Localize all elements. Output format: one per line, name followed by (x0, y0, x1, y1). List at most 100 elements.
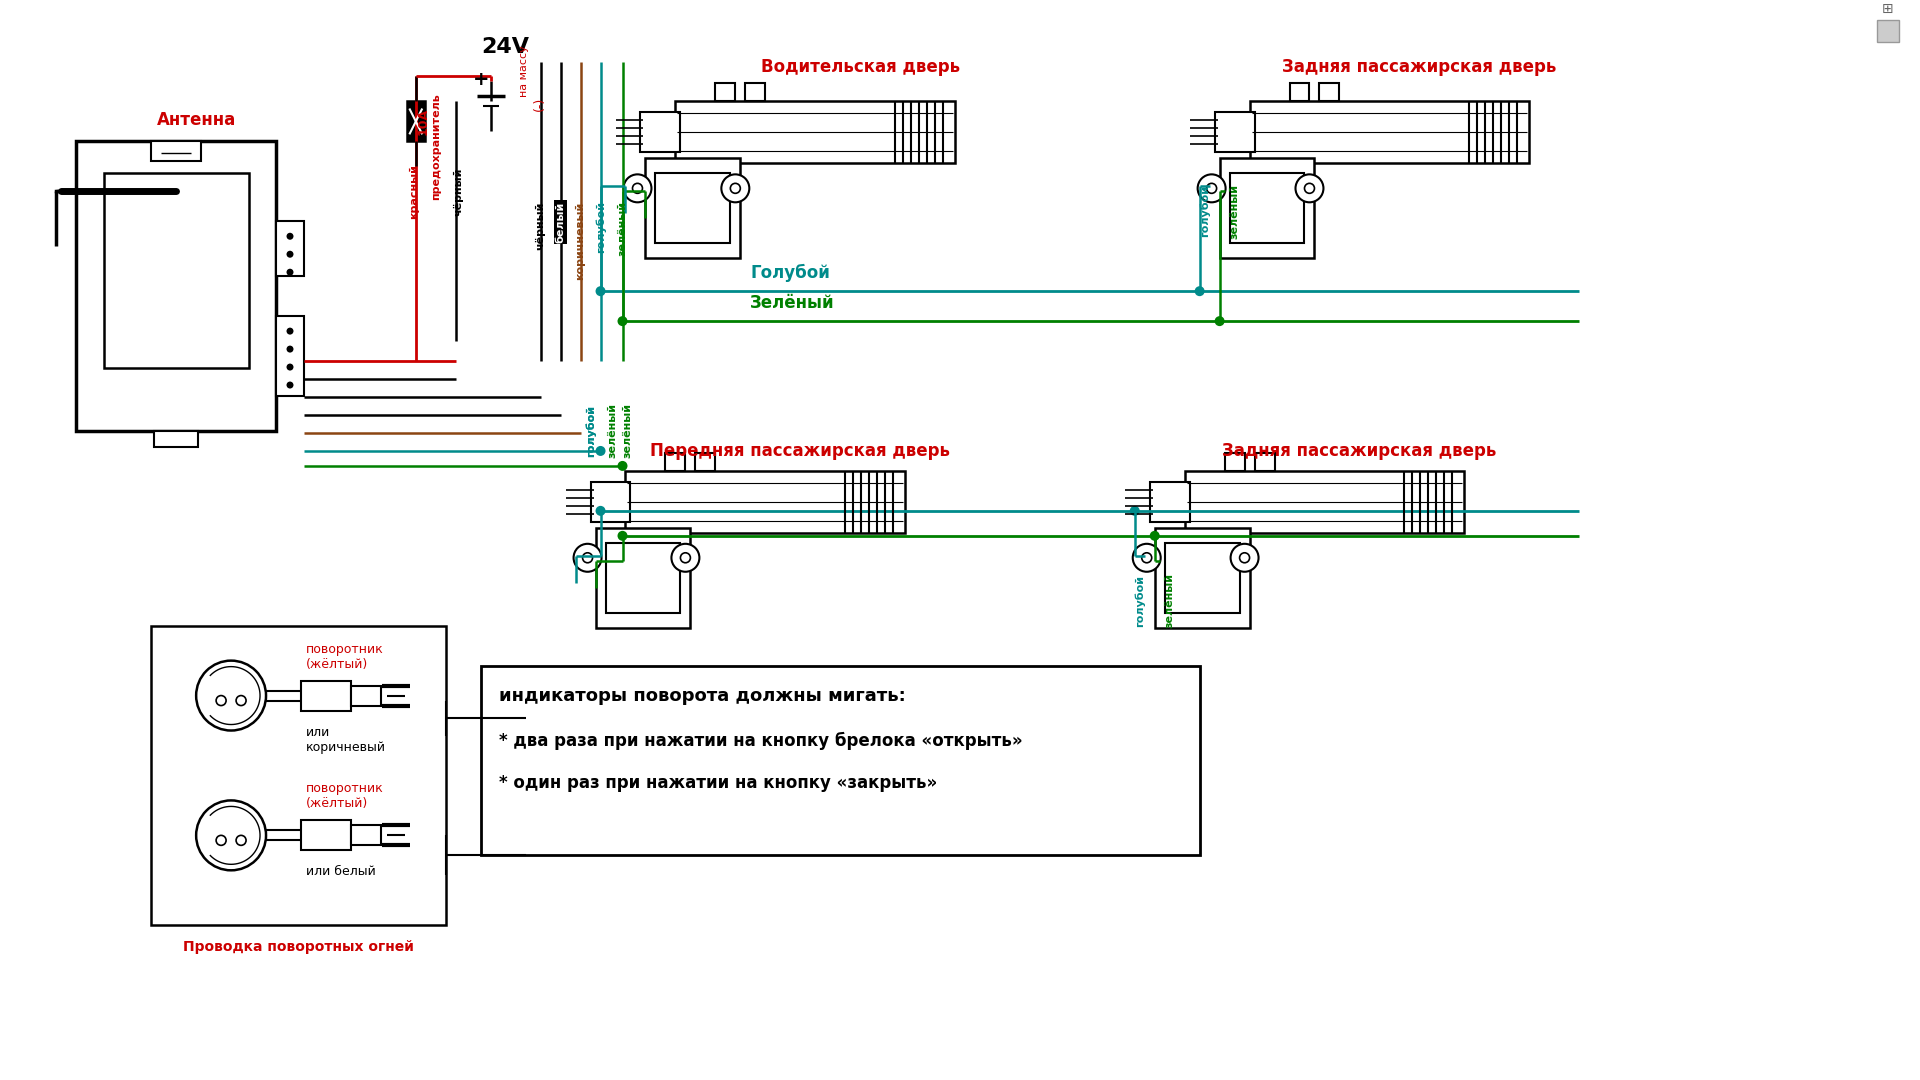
Bar (1150, 482, 1190, 522)
Circle shape (286, 364, 294, 370)
Circle shape (595, 286, 605, 296)
Circle shape (286, 269, 294, 275)
Circle shape (1133, 544, 1162, 571)
Circle shape (286, 346, 294, 352)
Text: Голубой: Голубой (751, 265, 829, 282)
Circle shape (1198, 174, 1225, 202)
Bar (77, 141, 276, 431)
Text: или белый: или белый (305, 865, 376, 878)
Text: поворотник
(жёлтый): поворотник (жёлтый) (305, 782, 384, 810)
Bar (1319, 83, 1340, 102)
Circle shape (286, 251, 294, 258)
Bar (407, 102, 424, 141)
Circle shape (1231, 544, 1258, 571)
Circle shape (618, 530, 628, 541)
Text: голубой: голубой (1135, 575, 1144, 626)
Circle shape (574, 544, 601, 571)
Circle shape (632, 184, 643, 193)
Bar (1154, 528, 1250, 627)
Text: зелёный: зелёный (1229, 184, 1240, 239)
Bar (480, 665, 1200, 855)
Text: поворотник
(жёлтый): поворотник (жёлтый) (305, 643, 384, 671)
Text: 24V: 24V (482, 37, 530, 56)
Bar (152, 141, 202, 161)
Bar (645, 159, 741, 258)
Bar (676, 102, 954, 163)
Bar (745, 83, 766, 102)
Text: коричневый: коричневый (576, 201, 586, 280)
Circle shape (672, 544, 699, 571)
Text: или
коричневый: или коричневый (305, 726, 386, 754)
Bar (641, 112, 680, 152)
Circle shape (1129, 505, 1140, 516)
Circle shape (196, 661, 267, 730)
Bar (154, 431, 198, 447)
Text: индикаторы поворота должны мигать:: индикаторы поворота должны мигать: (499, 687, 906, 704)
Circle shape (1150, 530, 1160, 541)
Text: зелёный: зелёный (607, 404, 618, 459)
Text: зелёный: зелёный (1165, 573, 1175, 629)
Bar (655, 174, 730, 243)
Text: Проводка поворотных огней: Проводка поворотных огней (182, 941, 413, 955)
Text: зелёный: зелёный (618, 201, 628, 256)
Circle shape (618, 316, 628, 326)
Text: красный: красный (409, 164, 419, 219)
Text: чёрный: чёрный (536, 201, 545, 249)
Text: голубой: голубой (595, 201, 607, 254)
Text: +: + (472, 70, 490, 89)
Bar (1290, 83, 1309, 102)
Circle shape (1304, 184, 1315, 193)
Circle shape (1215, 316, 1225, 326)
Text: голубой: голубой (1200, 186, 1210, 238)
Bar (1250, 102, 1528, 163)
Circle shape (286, 381, 294, 389)
Bar (1229, 174, 1304, 243)
Bar (351, 825, 380, 846)
Text: на массу: на массу (518, 45, 528, 97)
Bar (104, 174, 250, 368)
Text: Водительская дверь: Водительская дверь (760, 57, 960, 76)
Circle shape (1206, 184, 1217, 193)
Text: Задняя пассажирская дверь: Задняя пассажирская дверь (1223, 442, 1496, 460)
Text: ⊞: ⊞ (1882, 1, 1893, 15)
Circle shape (236, 696, 246, 705)
Text: Зелёный: Зелёный (751, 294, 835, 312)
Text: Задняя пассажирская дверь: Задняя пассажирская дверь (1283, 57, 1557, 76)
Text: 10А: 10А (417, 108, 430, 135)
Circle shape (196, 800, 267, 870)
Bar (301, 680, 351, 711)
Bar (152, 625, 445, 926)
Circle shape (582, 553, 593, 563)
Circle shape (722, 174, 749, 202)
Bar (605, 543, 680, 612)
Bar (1219, 159, 1315, 258)
Circle shape (1296, 174, 1323, 202)
Bar (626, 471, 904, 532)
Bar (1215, 112, 1254, 152)
Text: голубой: голубой (586, 405, 595, 457)
Bar (1165, 543, 1240, 612)
Bar (695, 453, 716, 471)
Text: (-): (-) (532, 96, 545, 110)
Text: чёрный: чёрный (453, 167, 463, 216)
Bar (351, 686, 380, 705)
Circle shape (1142, 553, 1152, 563)
Bar (666, 453, 685, 471)
Circle shape (1240, 553, 1250, 563)
Circle shape (595, 446, 605, 456)
Bar (276, 316, 303, 396)
Circle shape (680, 553, 691, 563)
Circle shape (286, 233, 294, 240)
Circle shape (217, 696, 227, 705)
Bar (1185, 471, 1465, 532)
Text: зелёный: зелёный (622, 404, 632, 459)
Text: голубой: голубой (586, 405, 595, 457)
Bar (716, 83, 735, 102)
Circle shape (624, 174, 651, 202)
Bar (1876, 19, 1899, 41)
Text: * один раз при нажатии на кнопку «закрыть»: * один раз при нажатии на кнопку «закрыт… (499, 774, 937, 793)
Circle shape (236, 835, 246, 846)
Circle shape (595, 505, 605, 516)
Text: Антенна: Антенна (157, 111, 236, 130)
Circle shape (217, 835, 227, 846)
